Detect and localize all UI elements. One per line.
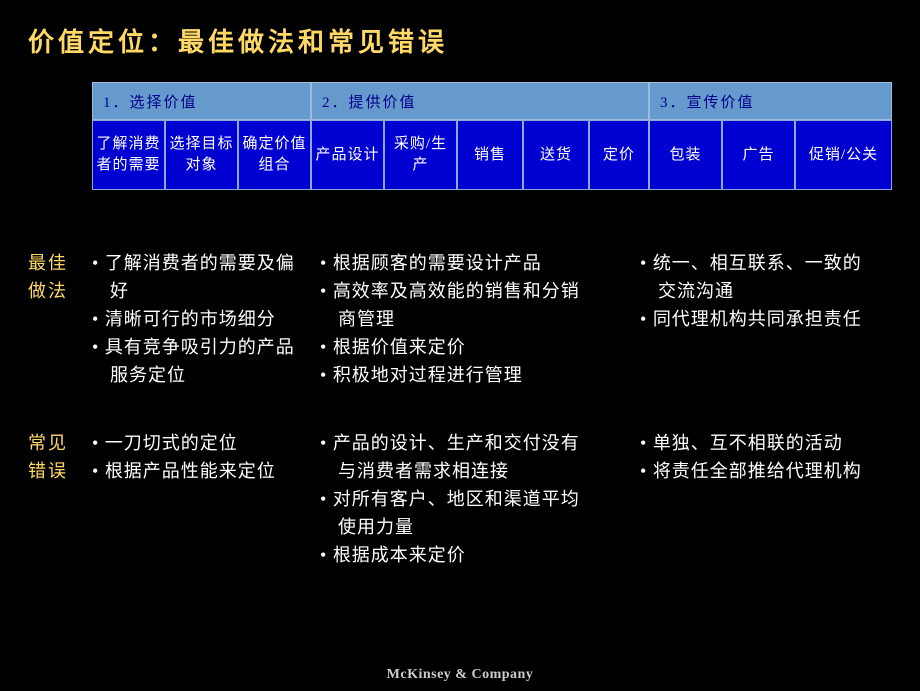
value-chain-header: 1．选择价值 2．提供价值 3．宣传价值 了解消费者的需要 选择目标对象 确定价… xyxy=(92,82,892,190)
list-item: 具有竞争吸引力的产品服务定位 xyxy=(92,334,312,390)
list-item: 积极地对过程进行管理 xyxy=(320,362,590,390)
list-item: 根据顾客的需要设计产品 xyxy=(320,250,590,278)
activity-bar: 了解消费者的需要 选择目标对象 确定价值组合 产品设计 采购/生产 销售 送货 … xyxy=(92,120,892,190)
mistakes-col-2: 产品的设计、生产和交付没有与消费者需求相连接对所有客户、地区和渠道平均使用力量根… xyxy=(320,430,590,569)
best-col-3: 统一、相互联系、一致的交流沟通同代理机构共同承担责任 xyxy=(640,250,870,389)
footer-brand: McKinsey & Company xyxy=(0,667,920,683)
list-item: 单独、互不相联的活动 xyxy=(640,430,870,458)
mistakes-col-3: 单独、互不相联的活动将责任全部推给代理机构 xyxy=(640,430,870,569)
list-item: 一刀切式的定位 xyxy=(92,430,312,458)
best-col-1: 了解消费者的需要及偏好清晰可行的市场细分具有竞争吸引力的产品服务定位 xyxy=(92,250,312,389)
row-label-best: 最佳做法 xyxy=(28,250,68,306)
activity-4: 采购/生产 xyxy=(384,120,457,190)
activity-0: 了解消费者的需要 xyxy=(92,120,165,190)
mistakes-row: 一刀切式的定位根据产品性能来定位 产品的设计、生产和交付没有与消费者需求相连接对… xyxy=(92,430,892,569)
activity-3: 产品设计 xyxy=(311,120,384,190)
activity-9: 广告 xyxy=(722,120,795,190)
list-item: 高效率及高效能的销售和分销商管理 xyxy=(320,278,590,334)
list-item: 了解消费者的需要及偏好 xyxy=(92,250,312,306)
activity-2: 确定价值组合 xyxy=(238,120,311,190)
list-item: 统一、相互联系、一致的交流沟通 xyxy=(640,250,870,306)
activity-7: 定价 xyxy=(589,120,649,190)
list-item: 对所有客户、地区和渠道平均使用力量 xyxy=(320,486,590,542)
best-practices-row: 了解消费者的需要及偏好清晰可行的市场细分具有竞争吸引力的产品服务定位 根据顾客的… xyxy=(92,250,892,389)
phase-2: 2．提供价值 xyxy=(311,82,649,120)
list-item: 根据产品性能来定位 xyxy=(92,458,312,486)
phase-1: 1．选择价值 xyxy=(92,82,311,120)
activity-10: 促销/公关 xyxy=(795,120,892,190)
row-label-mistakes: 常见错误 xyxy=(28,430,68,486)
activity-1: 选择目标对象 xyxy=(165,120,238,190)
phase-bar: 1．选择价值 2．提供价值 3．宣传价值 xyxy=(92,82,892,120)
list-item: 将责任全部推给代理机构 xyxy=(640,458,870,486)
activity-6: 送货 xyxy=(523,120,589,190)
list-item: 产品的设计、生产和交付没有与消费者需求相连接 xyxy=(320,430,590,486)
phase-3: 3．宣传价值 xyxy=(649,82,892,120)
list-item: 根据价值来定价 xyxy=(320,334,590,362)
activity-8: 包装 xyxy=(649,120,722,190)
list-item: 同代理机构共同承担责任 xyxy=(640,306,870,334)
activity-5: 销售 xyxy=(457,120,523,190)
best-col-2: 根据顾客的需要设计产品高效率及高效能的销售和分销商管理根据价值来定价积极地对过程… xyxy=(320,250,590,389)
list-item: 根据成本来定价 xyxy=(320,542,590,570)
list-item: 清晰可行的市场细分 xyxy=(92,306,312,334)
slide-title: 价值定位：最佳做法和常见错误 xyxy=(0,0,920,59)
mistakes-col-1: 一刀切式的定位根据产品性能来定位 xyxy=(92,430,312,569)
